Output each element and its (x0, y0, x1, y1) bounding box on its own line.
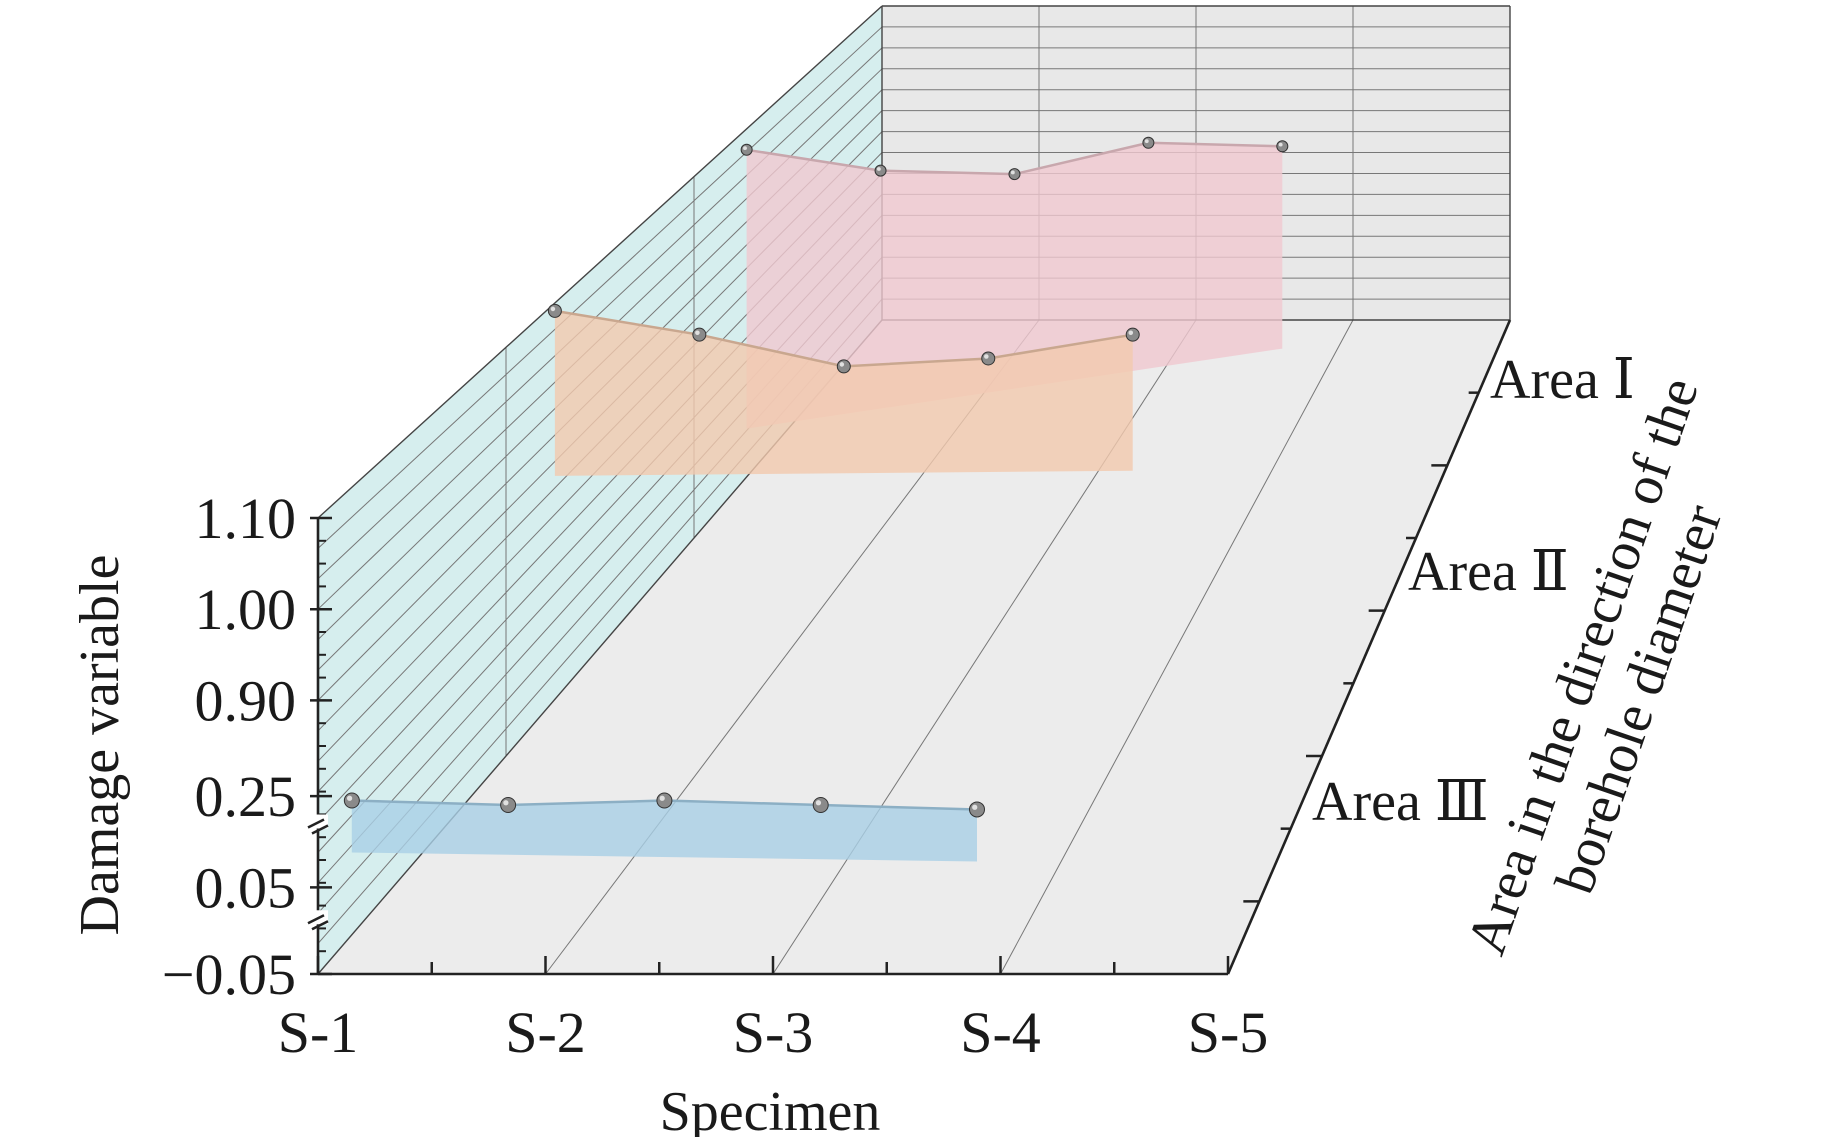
chart-axes (307, 319, 1512, 976)
data-point-highlight (695, 330, 700, 335)
series-area (351, 800, 977, 862)
data-point (1142, 136, 1155, 149)
left-wall-top-edge (317, 5, 883, 519)
data-point (1276, 140, 1289, 153)
data-point (500, 796, 517, 813)
axis-break-mark (307, 914, 325, 925)
x-tick-label: S-1 (278, 1000, 359, 1065)
x-tick-label: S-2 (505, 1000, 586, 1065)
data-point-highlight (972, 804, 978, 810)
data-point-highlight (659, 795, 665, 801)
left-wall-gridline (317, 47, 883, 580)
data-point-highlight (839, 362, 845, 367)
data-point (692, 327, 707, 342)
data-point-highlight (1010, 170, 1015, 175)
left-wall (318, 6, 882, 974)
floor-gridline (1000, 319, 1354, 975)
depth-axis-line (1226, 319, 1512, 975)
data-point (968, 801, 985, 818)
axis-break-mark (307, 818, 325, 829)
data-point (874, 164, 887, 177)
left-wall-gridline (317, 26, 883, 549)
x-tick-label: S-5 (1188, 1000, 1269, 1065)
data-point-highlight (1278, 142, 1283, 147)
area-label-2: Area Ⅱ (1408, 541, 1569, 603)
series-3 (343, 792, 985, 862)
series-area (746, 142, 1283, 429)
x-tick-label: S-4 (960, 1000, 1041, 1065)
data-point-highlight (743, 146, 747, 151)
data-point-highlight (503, 800, 509, 806)
data-point-highlight (1128, 330, 1134, 335)
data-point (656, 792, 673, 809)
series-2 (547, 303, 1140, 476)
series-1 (740, 136, 1289, 429)
data-point-highlight (346, 795, 353, 801)
data-point (1125, 327, 1140, 342)
y-tick-label: 1.00 (195, 577, 297, 642)
y-tick-label: 1.10 (195, 486, 297, 551)
area-label-1: Area Ⅰ (1490, 349, 1635, 411)
axis-break-mark (311, 920, 329, 931)
axis-break-mark (311, 824, 329, 835)
area-label-3: Area Ⅲ (1312, 771, 1489, 833)
data-point-highlight (550, 306, 556, 312)
data-point (812, 796, 829, 813)
data-point-highlight (1144, 139, 1149, 144)
series-area (554, 310, 1133, 476)
y-axis-title: Damage variable (69, 555, 131, 936)
data-point (547, 303, 562, 318)
chart-series (343, 136, 1289, 862)
data-point (343, 792, 360, 809)
x-tick-label: S-3 (733, 1000, 814, 1065)
x-axis-title: Specimen (660, 1081, 881, 1137)
data-point (740, 143, 753, 156)
data-point (1008, 168, 1021, 181)
y-tick-label: 0.25 (195, 764, 297, 829)
y-tick-label: 0.90 (195, 668, 297, 733)
data-point-highlight (984, 354, 989, 359)
y-tick-label: 0.05 (195, 855, 297, 920)
data-point (981, 351, 996, 366)
y-tick-label: −0.05 (162, 942, 296, 1007)
data-point-highlight (815, 800, 822, 806)
data-point-highlight (876, 167, 881, 171)
data-point (836, 359, 851, 374)
